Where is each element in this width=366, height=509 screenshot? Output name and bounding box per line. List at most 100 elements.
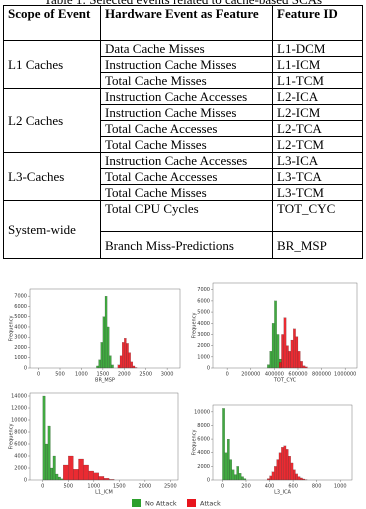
- x-tick-label: 600: [288, 484, 298, 490]
- histogram-bar: [130, 361, 133, 369]
- histogram-bar: [297, 351, 301, 369]
- x-tick-label: 0: [41, 484, 44, 490]
- histogram-bar: [290, 339, 294, 369]
- y-axis-label: Frequency: [192, 430, 198, 456]
- x-axis-label: TOT_CYC: [273, 378, 297, 384]
- y-tick-label: 6000: [14, 442, 27, 448]
- histogram-bar: [124, 338, 127, 369]
- x-tick-label: 1500: [113, 484, 126, 490]
- x-tick-label: 1000: [75, 372, 88, 378]
- table-row: L3-Caches Instruction Cache Accesses L3-IC…: [3, 152, 363, 201]
- histogram-bar: [283, 445, 287, 481]
- histogram-bar: [109, 355, 112, 369]
- table-row: Branch Miss-Predictions BR_MSP: [4, 231, 363, 259]
- histogram-bar: [78, 458, 84, 481]
- histogram-bar: [274, 300, 277, 369]
- x-axis-label: L1_ICM: [95, 490, 113, 496]
- feature-id-cell: L1-DCM: [272, 40, 363, 57]
- histogram-bar: [276, 459, 280, 481]
- histogram-bar: [243, 478, 247, 481]
- x-tick-label: 600000: [288, 372, 307, 378]
- histogram-bar: [276, 334, 280, 369]
- event-cell: Total CPU Cycles: [100, 200, 273, 232]
- x-tick-label: 200000: [241, 372, 260, 378]
- y-tick-label: 7000: [197, 287, 210, 293]
- histogram-bar: [274, 466, 277, 481]
- scope-cell: L2 Caches: [3, 88, 101, 153]
- y-tick-label: 5000: [14, 314, 27, 320]
- histogram-bar: [278, 452, 282, 481]
- y-tick-label: 8000: [197, 423, 210, 429]
- x-tick-label: 400000: [265, 372, 284, 378]
- plot-frame: [212, 282, 358, 369]
- event-cell: Instruction Cache Misses: [100, 104, 273, 121]
- histogram-bar: [281, 334, 284, 369]
- histogram-bar: [83, 464, 89, 481]
- y-tick-label: 4000: [197, 450, 210, 456]
- x-tick-label: 1500: [96, 372, 109, 378]
- x-tick-label: 500: [55, 372, 65, 378]
- event-cell: Instruction Cache Accesses: [100, 152, 273, 169]
- histogram-bar: [88, 470, 94, 481]
- y-tick-label: 10000: [11, 418, 27, 424]
- histogram-bar: [269, 475, 272, 481]
- table-row: Instruction Cache Misses L1-ICM: [4, 56, 363, 73]
- histogram-bar: [285, 449, 289, 481]
- y-tick-label: 2000: [14, 466, 27, 472]
- histogram-bar: [52, 455, 56, 481]
- histogram-bar: [93, 472, 99, 481]
- x-tick-label: 2000: [118, 372, 131, 378]
- y-tick-label: 6000: [14, 304, 27, 310]
- y-axis-label: Frequency: [9, 424, 15, 450]
- y-tick-label: 10000: [194, 409, 210, 415]
- y-tick-label: 8000: [14, 430, 27, 436]
- x-tick-label: 0: [226, 372, 229, 378]
- histogram-bar: [68, 455, 74, 481]
- histogram-bar: [295, 336, 299, 369]
- x-tick-label: 2000: [138, 484, 151, 490]
- histogram-bar: [238, 473, 242, 481]
- plot-frame: [212, 404, 353, 481]
- histogram-bar: [267, 478, 270, 481]
- feature-id-cell: L3-TCA: [272, 168, 363, 185]
- histogram-bar: [73, 469, 79, 481]
- legend-swatch: [187, 499, 196, 507]
- histogram-bar: [107, 326, 110, 369]
- header-cell: Scope of Event: [3, 5, 101, 41]
- y-tick-label: 0: [207, 478, 210, 484]
- histogram-bar: [229, 459, 232, 481]
- histogram-bar: [295, 473, 298, 481]
- header-row: Scope of Event Hardware Event as Feature…: [3, 5, 363, 41]
- legend-label: Attack: [200, 500, 221, 508]
- y-tick-label: 12000: [11, 406, 27, 412]
- histogram-bar: [288, 351, 291, 369]
- histogram-bar: [96, 365, 99, 369]
- y-tick-label: 2000: [197, 343, 210, 349]
- y-tick-label: 2000: [197, 464, 210, 470]
- histogram-bar: [126, 343, 129, 369]
- x-tick-label: 500: [64, 484, 74, 490]
- histogram-bar: [302, 365, 306, 369]
- histogram-bar: [100, 342, 103, 369]
- histogram-bar: [293, 469, 296, 481]
- histogram-bar: [47, 425, 51, 481]
- x-tick-label: 0: [221, 484, 224, 490]
- histogram-bar: [111, 364, 114, 369]
- histogram-bar: [50, 467, 54, 481]
- table-row: Instruction Cache Misses L2-ICM: [4, 104, 363, 121]
- x-tick-label: 800000: [312, 372, 331, 378]
- x-tick-label: 1000000: [334, 372, 356, 378]
- histogram-bar: [117, 364, 121, 369]
- event-cell: Total Cache Misses: [100, 72, 273, 89]
- scope-cell: System-wide: [3, 200, 101, 259]
- histogram-bar: [286, 345, 289, 369]
- feature-id-cell: BR_MSP: [272, 231, 363, 259]
- y-axis-label: Frequency: [9, 316, 15, 342]
- histogram-bar: [45, 443, 48, 481]
- x-axis-label: BR_MSP: [95, 378, 115, 384]
- event-cell: Data Cache Misses: [100, 40, 273, 57]
- y-tick-label: 4000: [14, 324, 27, 330]
- histogram-bar: [227, 439, 230, 481]
- events-table: Scope of Event Hardware Event as Feature…: [3, 5, 363, 259]
